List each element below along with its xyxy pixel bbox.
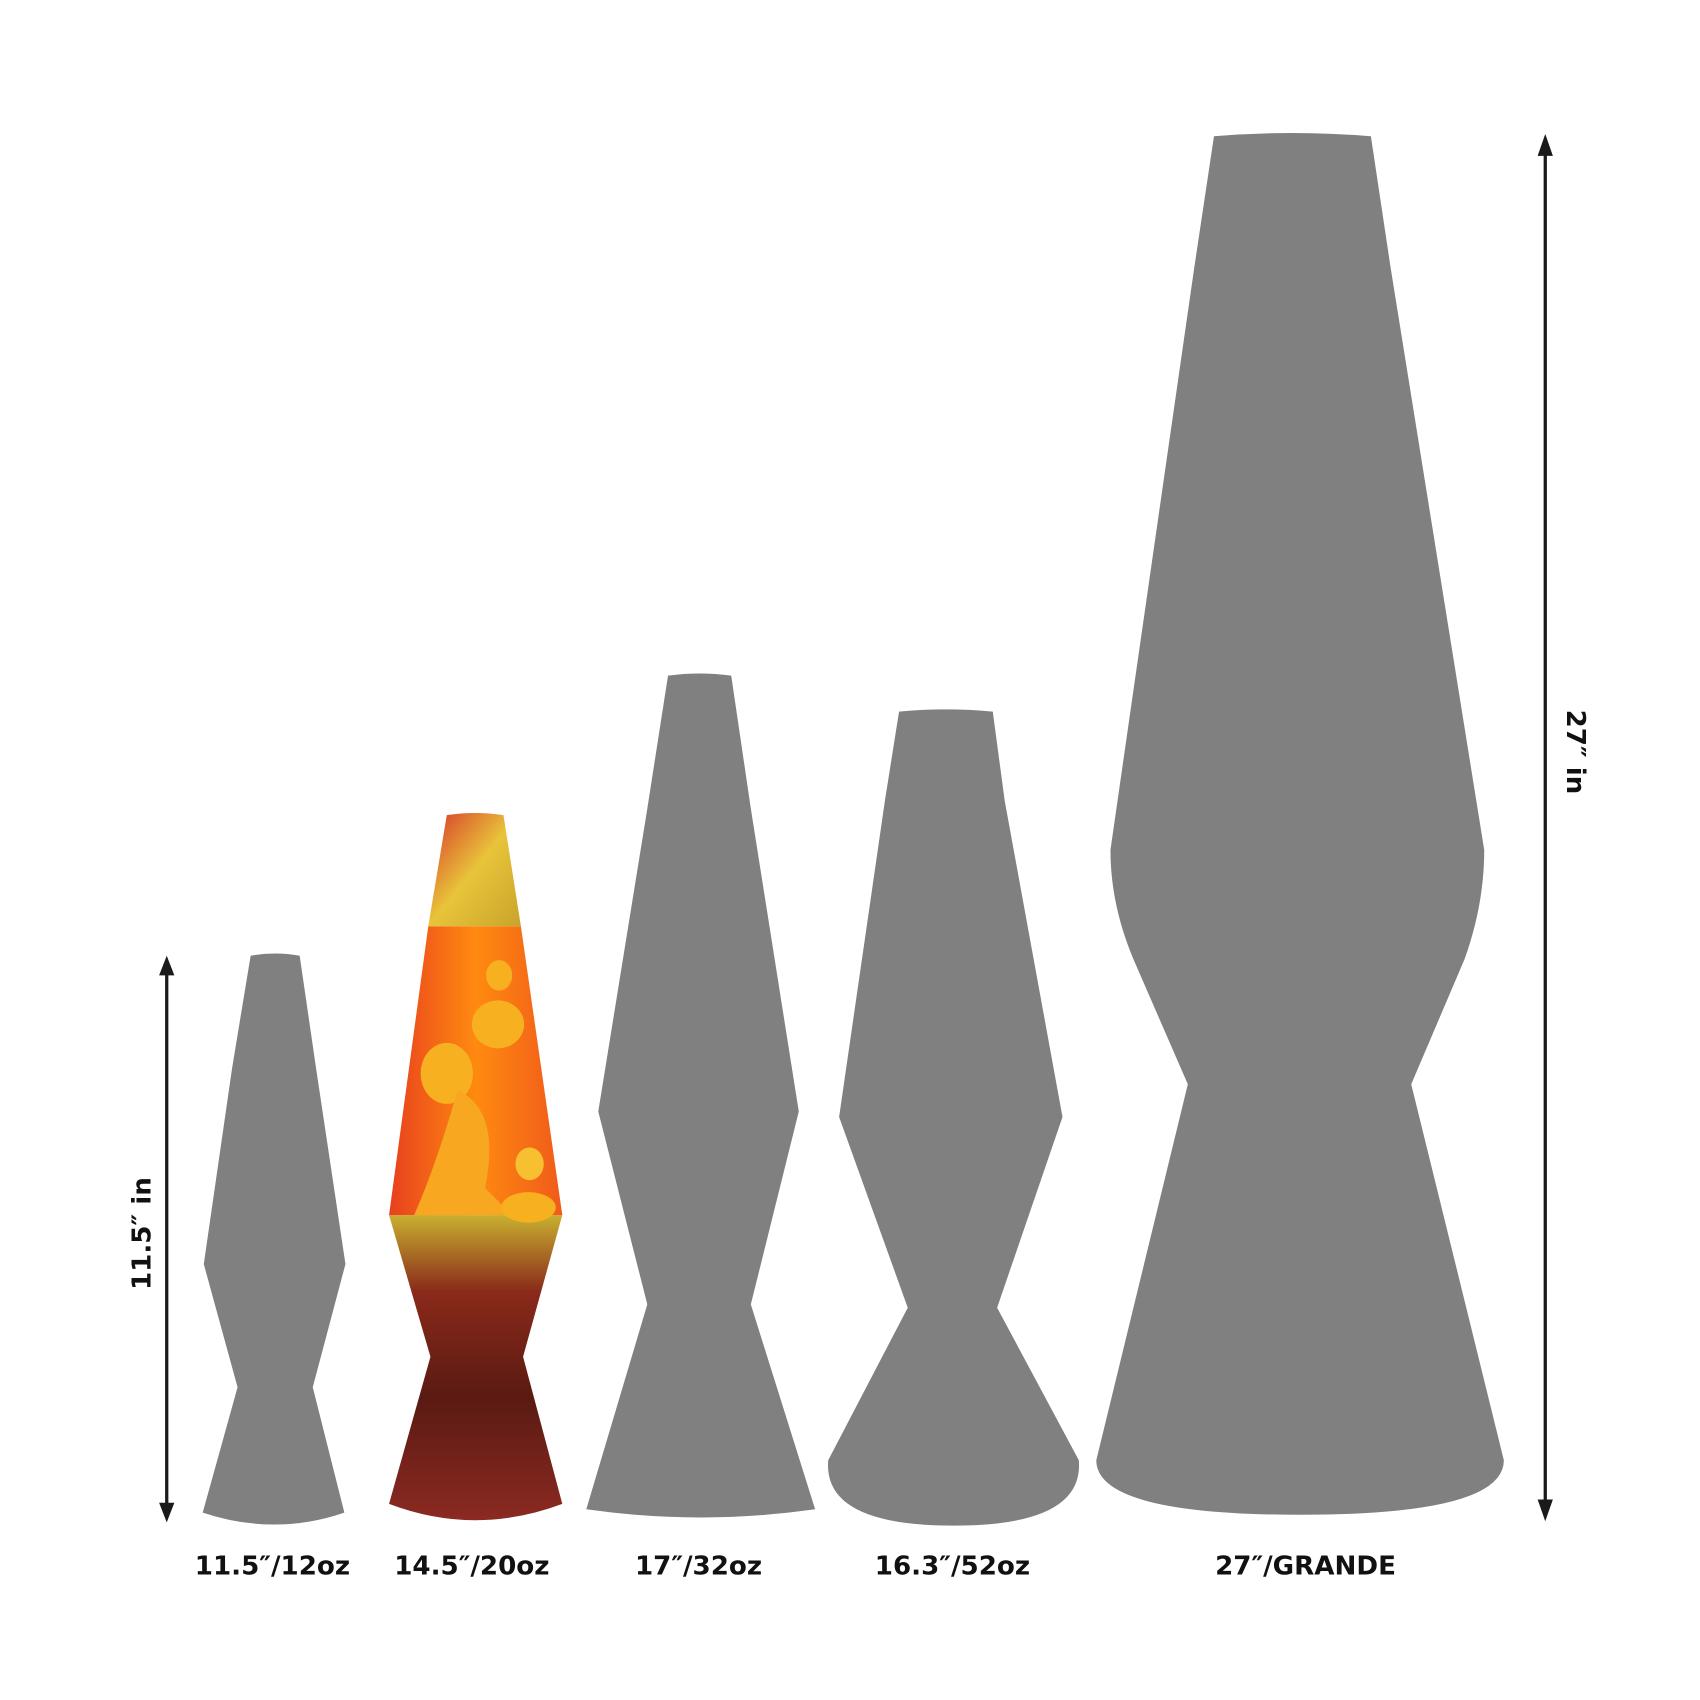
lamp-label: 14.5″/20oz [394,1552,549,1582]
lamp-label: 27″/GRANDE [1215,1552,1396,1582]
lamp-silhouette-32oz [586,673,816,1518]
lamp-base [389,1215,563,1521]
lamp-label: 11.5″/12oz [195,1552,350,1582]
lamp-silhouette-grande [1096,132,1504,1515]
lamp-cap [428,812,521,927]
lamp-globe [389,926,563,1216]
lamp-label: 17″/32oz [635,1552,762,1582]
height-arrow-right [1537,134,1553,1522]
lamp-silhouette-12oz [202,953,346,1525]
dimension-label-left: 11.5″ in [127,1177,157,1290]
lamp-silhouette-52oz [827,709,1080,1526]
lamp-label: 16.3″/52oz [875,1552,1030,1582]
lamp-image-20oz [389,812,563,1521]
dimension-label-right: 27″ in [1560,710,1590,795]
height-arrow-left [159,955,175,1523]
